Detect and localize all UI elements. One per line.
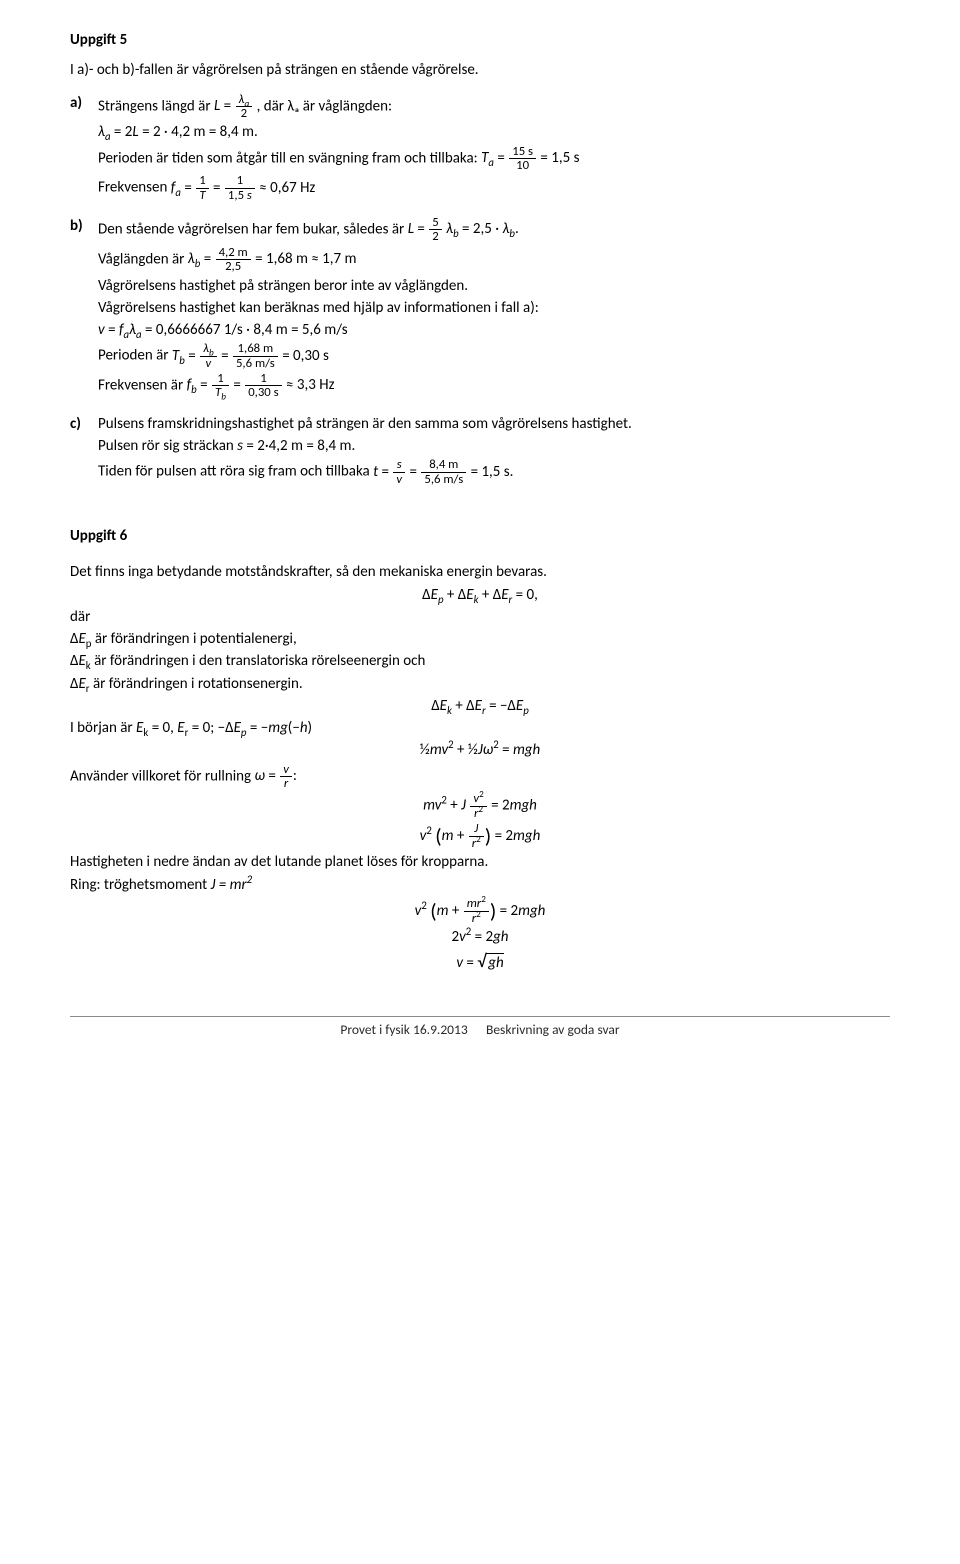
t6-eq1: ΔEp + ΔEk + ΔEr = 0, [70,585,890,605]
t6-eq7: 2v2 = 2gh [70,927,890,947]
t5a-line3: Perioden är tiden som åtgår till en svän… [98,145,890,173]
t6-eq2: ΔEk + ΔEr = −ΔEp [70,696,890,716]
t6-rolling-eq: ω = vr: [255,767,297,785]
t5b-l6-pre: Perioden är [98,347,172,365]
t5a-l1-pre: Strängens längd är [98,97,214,115]
t5b-line1: Den stående vågrörelsen har fem bukar, s… [98,216,890,244]
task5-intro: I a)- och b)-fallen är vågrörelsen på st… [70,60,890,80]
t5b-l2-pre: Våglängden är [98,250,188,268]
t5b-line2: Våglängden är λb = 4,2 m2,5 = 1,68 m ≈ 1… [98,246,890,274]
t5b-l7-eq: fb = 1Tb = 10,30 s ≈ 3,3 Hz [187,376,335,394]
t5a-l1-eq: L = λa2 [214,97,253,115]
task5-b: b) Den stående vågrörelsen har fem bukar… [98,216,890,400]
t5b-l1-pre: Den stående vågrörelsen har fem bukar, s… [98,220,408,238]
t6-where: där [70,607,890,627]
marker-c: c) [70,414,81,434]
t6-eq8: v = √gh [70,949,890,973]
t6-dep: ΔEp är förändringen i potentialenergi, [70,629,890,649]
t6-eq3: ½mv2 + ½Jω2 = mgh [70,740,890,760]
t6-rolling: Använder villkoret för rullning ω = vr: [70,763,890,791]
t6-rolling-pre: Använder villkoret för rullning [70,767,255,785]
t6-der: ΔEr är förändringen i rotationsenergin. [70,674,890,694]
page-content: Uppgift 5 I a)- och b)-fallen är vågröre… [0,0,960,986]
t5c-l3-pre: Tiden för pulsen att röra sig fram och t… [98,463,373,481]
t5c-line2: Pulsen rör sig sträckan s = 2·4,2 m = 8,… [98,436,890,456]
t5a-l1-post: , där λₐ är våglängden: [257,97,392,115]
marker-a: a) [70,93,82,113]
t5a-l4-eq: fa = 1T = 11,5 s ≈ 0,67 Hz [171,179,316,197]
task5-a: a) Strängens längd är L = λa2 , där λₐ ä… [98,93,890,203]
t5b-l1-eq: L = 52 λb = 2,5 · λb. [408,220,519,238]
t5a-l4-pre: Frekvensen [98,179,171,197]
t5c-line1: Pulsens framskridningshastighet på strän… [98,414,890,434]
t6-intro: Det finns inga betydande motståndskrafte… [70,562,890,582]
t5a-line4: Frekvensen fa = 1T = 11,5 s ≈ 0,67 Hz [98,174,890,202]
task5-list: a) Strängens längd är L = λa2 , där λₐ ä… [70,93,890,487]
t6-dek: ΔEk är förändringen i den translatoriska… [70,651,890,671]
t5a-line2: λa = 2L = 2 · 4,2 m = 8,4 m. [98,122,890,142]
t5b-line7: Frekvensen är fb = 1Tb = 10,30 s ≈ 3,3 H… [98,372,890,400]
t5b-line3: Vågrörelsens hastighet på strängen beror… [98,276,890,296]
t5a-line1: Strängens längd är L = λa2 , där λₐ är v… [98,93,890,121]
t5a-l3-pre: Perioden är tiden som åtgår till en svän… [98,149,481,167]
t6-eq6: v2 (m + mr2r2) = 2mgh [70,897,890,925]
t5b-line5: v = faλa = 0,6666667 1/s · 8,4 m = 5,6 m… [98,320,890,340]
t5c-l3-eq: t = sv = 8,4 m5,6 m/s = 1,5 s. [373,463,513,481]
t6-ring: Ring: tröghetsmoment J = mr2 [70,875,890,895]
t6-eq4: mv2 + J v2r2 = 2mgh [70,792,890,820]
t5c-line3: Tiden för pulsen att röra sig fram och t… [98,458,890,486]
task5-c: c) Pulsens framskridningshastighet på st… [98,414,890,486]
t5a-l3-eq: Ta = 15 s10 = 1,5 s [481,149,579,167]
marker-b: b) [70,216,83,236]
t5b-l6-eq: Tb = λbv = 1,68 m5,6 m/s = 0,30 s [172,347,329,365]
footer-left: Provet i fysik 16.9.2013 [340,1021,467,1038]
t5b-l7-pre: Frekvensen är [98,376,187,394]
t6-eq5: v2 (m + Jr2) = 2mgh [70,822,890,850]
footer-right: Beskrivning av goda svar [486,1021,620,1038]
t5b-line4: Vågrörelsens hastighet kan beräknas med … [98,298,890,318]
page-footer: Provet i fysik 16.9.2013 Beskrivning av … [70,1016,890,1059]
t5b-l2-eq: λb = 4,2 m2,5 = 1,68 m ≈ 1,7 m [188,250,357,268]
task5-heading: Uppgift 5 [70,30,890,50]
t6-solve: Hastigheten i nedre ändan av det lutande… [70,852,890,872]
t6-init: I början är Ek = 0, Er = 0; −ΔEp = −mg(−… [70,718,890,738]
t5b-line6: Perioden är Tb = λbv = 1,68 m5,6 m/s = 0… [98,342,890,370]
task6-heading: Uppgift 6 [70,526,890,546]
